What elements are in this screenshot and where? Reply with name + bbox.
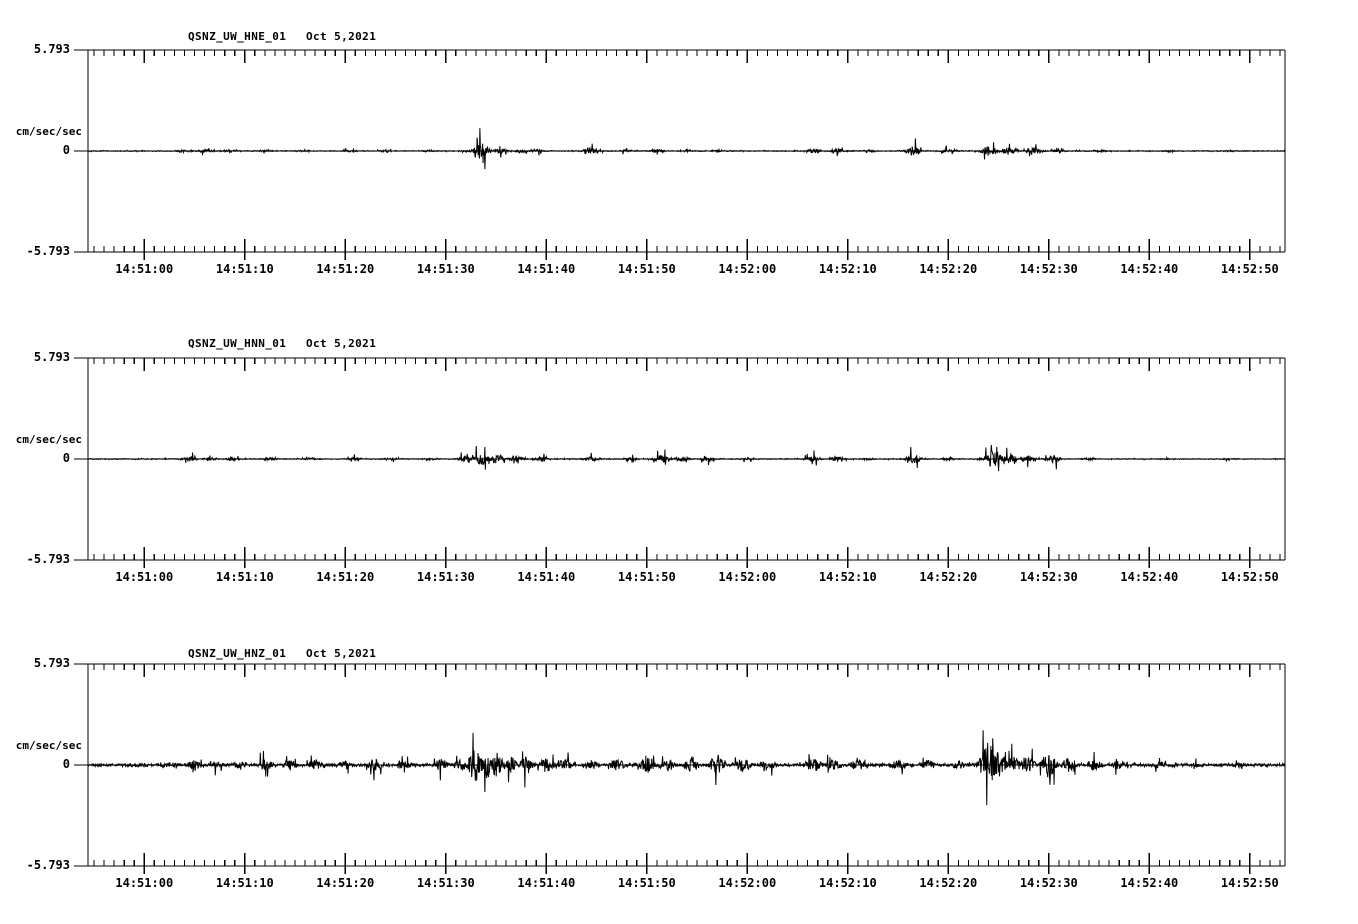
x-axis-tick-label: 14:52:50 (1220, 570, 1279, 584)
x-axis-tick-label: 14:52:50 (1220, 262, 1279, 276)
x-axis-tick-label: 14:51:20 (316, 876, 375, 890)
y-axis-unit-label-hne: cm/sec/sec (15, 125, 82, 138)
x-axis-tick-label: 14:52:10 (818, 570, 877, 584)
x-axis-tick-label: 14:51:10 (215, 570, 274, 584)
y-axis-zero-label-hnz: 0 (62, 757, 70, 771)
x-axis-tick-label: 14:52:00 (718, 262, 777, 276)
y-axis-zero-label-hnn: 0 (62, 451, 70, 465)
y-axis-max-label-hnz: 5.793 (33, 656, 70, 670)
x-axis-tick-label: 14:51:30 (416, 570, 475, 584)
x-axis-tick-label: 14:52:20 (919, 570, 978, 584)
x-axis-tick-label: 14:52:20 (919, 262, 978, 276)
x-axis-tick-label: 14:52:30 (1019, 570, 1078, 584)
panel-date-hnz: Oct 5,2021 (306, 647, 377, 660)
x-axis-tick-label: 14:51:10 (215, 876, 274, 890)
x-axis-tick-label: 14:52:40 (1120, 570, 1179, 584)
waveform-trace-hne (88, 128, 1286, 170)
panel-title-hne: QSNZ_UW_HNE_01 (188, 30, 287, 43)
x-axis-tick-label: 14:51:30 (416, 262, 475, 276)
x-axis-tick-label: 14:51:20 (316, 262, 375, 276)
y-axis-max-label-hnn: 5.793 (33, 350, 70, 364)
x-axis-tick-label: 14:52:20 (919, 876, 978, 890)
x-axis-tick-label: 14:52:30 (1019, 262, 1078, 276)
x-axis-tick-label: 14:52:40 (1120, 876, 1179, 890)
x-axis-tick-label: 14:51:40 (517, 570, 576, 584)
panel-title-hnn: QSNZ_UW_HNN_01 (188, 337, 287, 350)
y-axis-min-label-hnn: -5.793 (26, 552, 70, 566)
x-axis-tick-label: 14:51:00 (115, 262, 174, 276)
x-axis-tick-label: 14:51:40 (517, 262, 576, 276)
x-axis-tick-label: 14:52:10 (818, 262, 877, 276)
panel-title-hnz: QSNZ_UW_HNZ_01 (188, 647, 287, 660)
x-axis-tick-label: 14:51:00 (115, 876, 174, 890)
x-axis-tick-label: 14:52:00 (718, 876, 777, 890)
x-axis-tick-label: 14:52:00 (718, 570, 777, 584)
waveform-trace-hnn (87, 444, 1286, 472)
x-axis-tick-label: 14:52:30 (1019, 876, 1078, 890)
y-axis-zero-label-hne: 0 (62, 143, 70, 157)
y-axis-min-label-hnz: -5.793 (26, 858, 70, 872)
x-axis-tick-label: 14:51:50 (617, 262, 676, 276)
y-axis-min-label-hne: -5.793 (26, 244, 70, 258)
y-axis-unit-label-hnz: cm/sec/sec (15, 739, 82, 752)
y-axis-unit-label-hnn: cm/sec/sec (15, 433, 82, 446)
x-axis-tick-label: 14:52:10 (818, 876, 877, 890)
x-axis-tick-label: 14:51:30 (416, 876, 475, 890)
x-axis-tick-label: 14:51:50 (617, 876, 676, 890)
x-axis-tick-label: 14:52:50 (1220, 876, 1279, 890)
panel-date-hnn: Oct 5,2021 (306, 337, 377, 350)
x-axis-tick-label: 14:51:20 (316, 570, 375, 584)
x-axis-tick-label: 14:51:40 (517, 876, 576, 890)
x-axis-tick-label: 14:51:50 (617, 570, 676, 584)
x-axis-tick-label: 14:51:00 (115, 570, 174, 584)
x-axis-tick-label: 14:51:10 (215, 262, 274, 276)
panel-date-hne: Oct 5,2021 (306, 30, 377, 43)
y-axis-max-label-hne: 5.793 (33, 42, 70, 56)
waveform-trace-hnz (87, 730, 1286, 806)
x-axis-tick-label: 14:52:40 (1120, 262, 1179, 276)
